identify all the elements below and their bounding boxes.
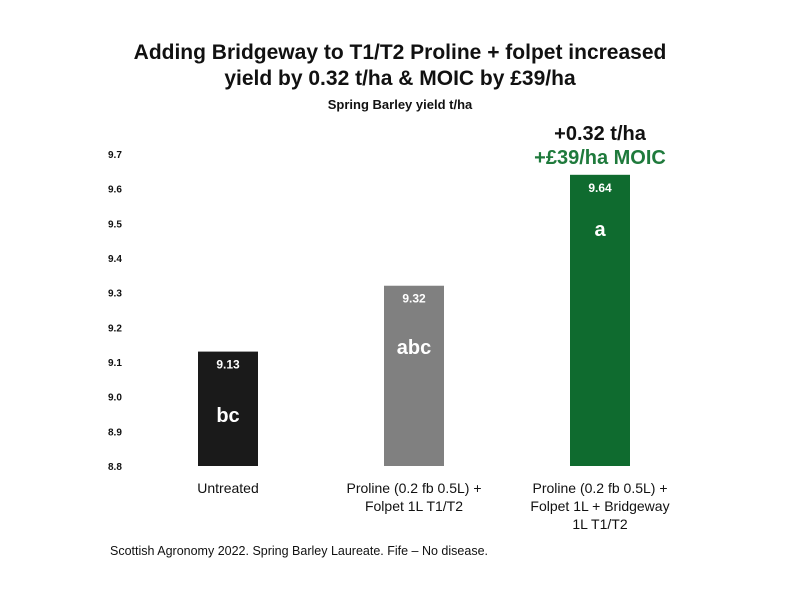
x-category-label: Folpet 1L T1/T2 xyxy=(365,498,463,514)
annotation-yield-increase: +0.32 t/ha xyxy=(554,123,647,145)
footnote: Scottish Agronomy 2022. Spring Barley La… xyxy=(110,544,488,558)
chart-title-line-1: Adding Bridgeway to T1/T2 Proline + folp… xyxy=(133,41,667,64)
y-tick-label: 9.6 xyxy=(108,185,122,196)
significance-letter: abc xyxy=(397,337,431,359)
x-category-label: Untreated xyxy=(197,480,258,496)
bar-value-label: 9.13 xyxy=(216,358,240,372)
bar xyxy=(198,351,258,466)
bar xyxy=(570,174,630,467)
y-tick-label: 9.0 xyxy=(108,393,122,404)
y-tick-label: 9.4 xyxy=(108,254,122,265)
x-category-label: Proline (0.2 fb 0.5L) + xyxy=(346,480,481,496)
y-tick-label: 9.7 xyxy=(108,150,122,161)
bar-value-label: 9.64 xyxy=(588,181,612,195)
bar-value-label: 9.32 xyxy=(402,292,426,306)
x-category-label: Proline (0.2 fb 0.5L) + xyxy=(532,480,667,496)
y-tick-label: 9.1 xyxy=(108,358,122,369)
significance-letter: a xyxy=(594,219,606,241)
annotation-moic-increase: +£39/ha MOIC xyxy=(534,147,666,169)
x-category-label: 1L T1/T2 xyxy=(572,516,627,532)
y-tick-label: 9.5 xyxy=(108,219,122,230)
y-tick-label: 9.2 xyxy=(108,323,122,334)
x-category-label: Folpet 1L + Bridgeway xyxy=(530,498,669,514)
y-tick-label: 8.9 xyxy=(108,427,122,438)
y-tick-label: 8.8 xyxy=(108,462,122,473)
chart-title-line-2: yield by 0.32 t/ha & MOIC by £39/ha xyxy=(224,67,576,90)
bar xyxy=(384,285,444,466)
significance-letter: bc xyxy=(216,405,239,427)
chart-subtitle: Spring Barley yield t/ha xyxy=(327,97,473,112)
chart-title: Adding Bridgeway to T1/T2 Proline + folp… xyxy=(0,40,800,92)
y-tick-label: 9.3 xyxy=(108,289,122,300)
